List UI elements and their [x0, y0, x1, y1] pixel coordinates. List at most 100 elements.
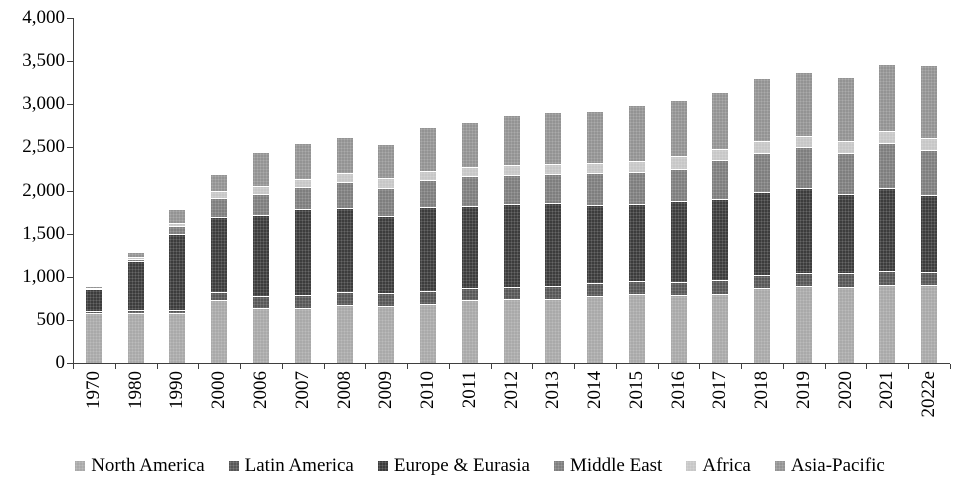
- bar-segment: [795, 286, 812, 363]
- x-axis-category-label: 1980: [124, 371, 146, 409]
- bar-segment: [211, 197, 228, 217]
- bar-segment: [670, 281, 687, 295]
- bar-segment: [712, 293, 729, 363]
- bar-segment: [837, 273, 854, 287]
- x-axis-tick: [866, 364, 868, 369]
- bar-segment: [85, 312, 102, 363]
- bar-segment: [754, 79, 771, 141]
- bar-segment: [294, 143, 311, 179]
- y-axis-tick-label: 1,000: [22, 265, 65, 287]
- bar-segment: [127, 261, 144, 311]
- bar-segment: [795, 188, 812, 273]
- bar-segment: [85, 289, 102, 311]
- y-axis-tick-label: 500: [36, 308, 66, 330]
- bar-segment: [879, 131, 896, 144]
- bar-segment: [628, 105, 645, 161]
- bar-segment: [252, 185, 269, 194]
- bar-2013: [545, 113, 562, 363]
- bar-segment: [837, 153, 854, 195]
- y-axis-tick: [67, 233, 73, 235]
- bar-segment: [795, 73, 812, 137]
- bar-segment: [921, 65, 938, 138]
- bar-segment: [336, 181, 353, 208]
- y-axis-tick: [67, 104, 73, 106]
- bar-segment: [503, 116, 520, 166]
- bar-segment: [503, 203, 520, 288]
- bar-segment: [837, 140, 854, 154]
- bar-segment: [127, 258, 144, 262]
- bar-segment: [252, 153, 269, 186]
- bar-segment: [211, 174, 228, 191]
- bar-segment: [169, 313, 186, 363]
- bar-segment: [712, 198, 729, 280]
- x-axis-tick: [741, 364, 743, 369]
- x-axis-tick: [323, 364, 325, 369]
- x-axis-category-label: 2016: [667, 371, 689, 409]
- bar-segment: [712, 148, 729, 161]
- bar-segment: [85, 310, 102, 313]
- legend-label: Middle East: [569, 455, 663, 476]
- bar-segment: [420, 206, 436, 291]
- x-axis-category-label: 2007: [291, 371, 313, 409]
- x-axis-category-label: 2009: [375, 371, 397, 409]
- y-axis-tick: [67, 319, 73, 321]
- x-axis-tick: [699, 364, 701, 369]
- bar-segment: [461, 166, 478, 176]
- bar-segment: [587, 162, 603, 174]
- bar-segment: [921, 149, 938, 196]
- x-axis-category-label: 2008: [333, 371, 355, 409]
- bar-segment: [420, 127, 436, 171]
- x-axis-tick: [281, 364, 283, 369]
- x-axis-tick: [950, 364, 951, 369]
- legend-swatch: [377, 461, 388, 471]
- bar-segment: [378, 306, 395, 363]
- bar-segment: [85, 286, 102, 288]
- y-axis-tick-label: 2,500: [22, 136, 65, 158]
- y-axis-tick: [67, 18, 73, 19]
- bar-segment: [252, 215, 269, 297]
- x-axis-tick: [490, 364, 492, 369]
- bar-segment: [754, 152, 771, 192]
- x-axis-category-label: 2018: [751, 371, 773, 409]
- bar-segment: [211, 300, 228, 363]
- bar-segment: [628, 294, 645, 363]
- bar-segment: [670, 156, 687, 169]
- bar-segment: [712, 160, 729, 199]
- bar-segment: [545, 174, 562, 204]
- bar-segment: [670, 100, 687, 157]
- bar-segment: [169, 310, 186, 314]
- bar-segment: [461, 175, 478, 207]
- y-axis-tick-label: 3,500: [22, 50, 65, 72]
- x-axis-category-label: 2011: [458, 371, 480, 409]
- chart-legend: North America Latin America Europe & Euras…: [10, 451, 950, 481]
- bar-segment: [252, 296, 269, 309]
- bar-segment: [461, 206, 478, 288]
- x-axis-tick: [73, 364, 74, 369]
- bar-segment: [420, 180, 436, 207]
- bar-segment: [879, 143, 896, 188]
- bar-segment: [336, 305, 353, 363]
- legend-swatch: [553, 461, 564, 471]
- bar-segment: [670, 168, 687, 201]
- x-axis-category-label: 2014: [584, 371, 605, 409]
- y-axis-tick-label: 3,000: [22, 93, 65, 115]
- bar-segment: [754, 275, 771, 289]
- x-axis-category-label: 1970: [82, 371, 104, 409]
- x-axis-tick: [240, 364, 242, 369]
- bar-segment: [336, 292, 353, 306]
- bar-segment: [85, 288, 102, 290]
- x-axis-category-label: 2006: [249, 371, 271, 409]
- x-axis-category-label: 2000: [208, 371, 230, 409]
- bar-segment: [628, 160, 645, 173]
- x-axis-category-label: 2013: [542, 371, 564, 409]
- x-axis-tick: [657, 364, 659, 369]
- bar-segment: [252, 308, 269, 363]
- bar-2008: [336, 138, 353, 363]
- bar-segment: [378, 215, 395, 293]
- bar-1990: [169, 209, 186, 363]
- bar-2020: [837, 77, 854, 363]
- bar-segment: [503, 287, 520, 300]
- bar-2017: [712, 93, 729, 363]
- bar-segment: [921, 284, 938, 363]
- y-axis-tick: [67, 363, 73, 364]
